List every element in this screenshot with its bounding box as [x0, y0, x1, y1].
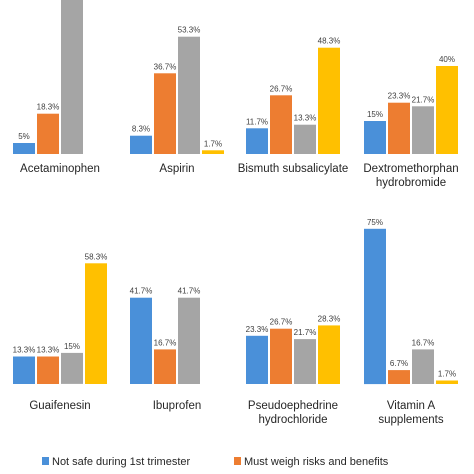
- category-label-pseudoephedrine-hydrochloride: Pseudoephedrine: [248, 400, 338, 412]
- bar-vitamin-a-supplements-series-4: [436, 380, 458, 384]
- bar-acetaminophen-series-1: [13, 143, 35, 154]
- data-label-acetaminophen-series-2: 18.3%: [37, 103, 60, 112]
- bar-bismuth-subsalicylate-series-1: [246, 128, 268, 154]
- category-label-vitamin-a-supplements: Vitamin A: [387, 400, 436, 412]
- data-label-bismuth-subsalicylate-series-2: 26.7%: [270, 84, 293, 93]
- bar-ibuprofen-series-1: [130, 297, 152, 384]
- bar-dextromethorphan-hydrobromide-series-4: [436, 66, 458, 154]
- data-label-bismuth-subsalicylate-series-4: 48.3%: [318, 37, 341, 46]
- data-label-vitamin-a-supplements-series-4: 1.7%: [438, 370, 456, 379]
- bar-vitamin-a-supplements-series-3: [412, 349, 434, 384]
- category-label-aspirin: Aspirin: [159, 163, 194, 175]
- data-label-guaifenesin-series-3: 15%: [64, 342, 80, 351]
- bar-bismuth-subsalicylate-series-4: [318, 47, 340, 155]
- data-label-dextromethorphan-hydrobromide-series-4: 40%: [439, 55, 455, 64]
- data-label-aspirin-series-3: 53.3%: [178, 26, 201, 35]
- data-label-pseudoephedrine-hydrochloride-series-4: 28.3%: [318, 314, 341, 323]
- bar-ibuprofen-series-2: [154, 349, 176, 384]
- data-label-dextromethorphan-hydrobromide-series-3: 21.7%: [412, 95, 435, 104]
- category-label-dextromethorphan-hydrobromide-line-2: hydrobromide: [376, 177, 446, 189]
- bar-acetaminophen-series-3: [61, 0, 83, 154]
- category-label-vitamin-a-supplements-line-2: supplements: [378, 414, 443, 426]
- data-label-acetaminophen-series-1: 5%: [18, 132, 30, 141]
- data-label-pseudoephedrine-hydrochloride-series-2: 26.7%: [270, 318, 293, 327]
- category-label-ibuprofen: Ibuprofen: [153, 400, 202, 412]
- bar-pseudoephedrine-hydrochloride-series-3: [294, 339, 316, 384]
- legend-label-series-1: Not safe during 1st trimester: [52, 456, 191, 468]
- category-label-dextromethorphan-hydrobromide: Dextromethorphan: [363, 163, 458, 175]
- data-label-pseudoephedrine-hydrochloride-series-1: 23.3%: [246, 325, 269, 334]
- bar-pseudoephedrine-hydrochloride-series-1: [246, 335, 268, 384]
- data-label-aspirin-series-2: 36.7%: [154, 62, 177, 71]
- bar-acetaminophen-series-2: [37, 113, 59, 154]
- bar-aspirin-series-3: [178, 36, 200, 155]
- bar-aspirin-series-1: [130, 135, 152, 154]
- bar-dextromethorphan-hydrobromide-series-1: [364, 121, 386, 154]
- data-label-aspirin-series-4: 1.7%: [204, 139, 222, 148]
- category-label-acetaminophen: Acetaminophen: [20, 163, 100, 175]
- legend-label-series-2: Must weigh risks and benefits: [244, 456, 389, 468]
- data-label-guaifenesin-series-2: 13.3%: [37, 346, 60, 355]
- bar-guaifenesin-series-3: [61, 352, 83, 384]
- bar-pseudoephedrine-hydrochloride-series-2: [270, 328, 292, 384]
- category-label-pseudoephedrine-hydrochloride-line-2: hydrochloride: [258, 414, 327, 426]
- legend-swatch-series-2: [234, 457, 241, 465]
- data-label-bismuth-subsalicylate-series-3: 13.3%: [294, 114, 317, 123]
- bar-aspirin-series-2: [154, 73, 176, 154]
- legend-swatch-series-1: [42, 457, 49, 465]
- bar-aspirin-series-4: [202, 150, 224, 154]
- data-label-dextromethorphan-hydrobromide-series-1: 15%: [367, 110, 383, 119]
- data-label-ibuprofen-series-2: 16.7%: [154, 338, 177, 347]
- data-label-vitamin-a-supplements-series-2: 6.7%: [390, 359, 408, 368]
- data-label-guaifenesin-series-4: 58.3%: [85, 252, 108, 261]
- category-label-guaifenesin: Guaifenesin: [29, 400, 90, 412]
- bar-dextromethorphan-hydrobromide-series-2: [388, 102, 410, 154]
- bar-guaifenesin-series-4: [85, 263, 107, 384]
- data-label-bismuth-subsalicylate-series-1: 11.7%: [246, 117, 268, 126]
- data-label-aspirin-series-1: 8.3%: [132, 125, 150, 134]
- bar-guaifenesin-series-2: [37, 356, 59, 384]
- bar-vitamin-a-supplements-series-1: [364, 228, 386, 385]
- data-label-vitamin-a-supplements-series-3: 16.7%: [412, 338, 435, 347]
- bar-guaifenesin-series-1: [13, 356, 35, 384]
- data-label-ibuprofen-series-1: 41.7%: [130, 287, 153, 296]
- data-label-ibuprofen-series-3: 41.7%: [178, 287, 201, 296]
- data-label-guaifenesin-series-1: 13.3%: [13, 346, 36, 355]
- data-label-vitamin-a-supplements-series-1: 75%: [367, 218, 383, 227]
- bar-pseudoephedrine-hydrochloride-series-4: [318, 325, 340, 384]
- bar-vitamin-a-supplements-series-2: [388, 370, 410, 384]
- bar-dextromethorphan-hydrobromide-series-3: [412, 106, 434, 154]
- bar-bismuth-subsalicylate-series-3: [294, 124, 316, 154]
- bar-ibuprofen-series-3: [178, 297, 200, 384]
- data-label-dextromethorphan-hydrobromide-series-2: 23.3%: [388, 92, 411, 101]
- category-label-bismuth-subsalicylate: Bismuth subsalicylate: [238, 163, 349, 175]
- bar-bismuth-subsalicylate-series-2: [270, 95, 292, 154]
- data-label-pseudoephedrine-hydrochloride-series-3: 21.7%: [294, 328, 317, 337]
